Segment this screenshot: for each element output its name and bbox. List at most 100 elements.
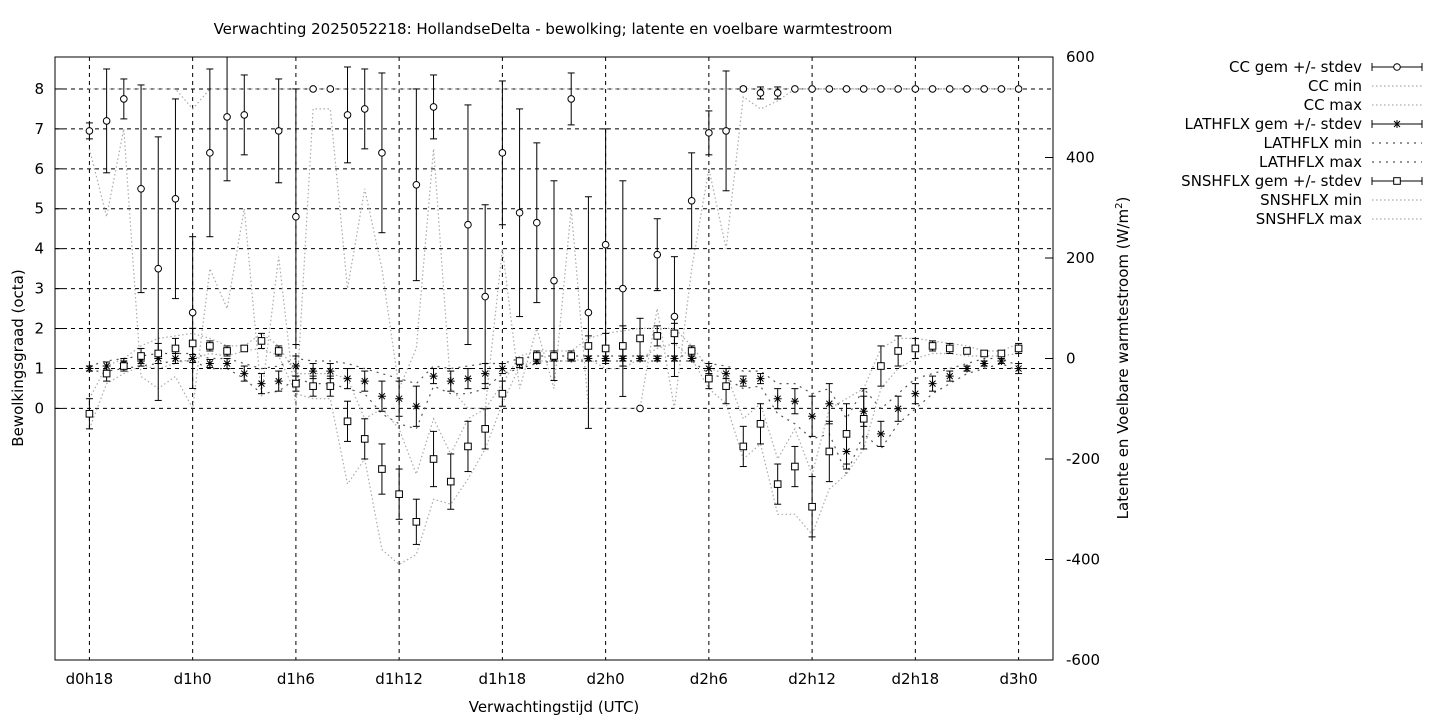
y2-tick-label: -600: [1066, 651, 1100, 669]
data-point: [722, 382, 730, 390]
data-point: [412, 180, 421, 189]
data-point: [429, 455, 438, 463]
data-point: [670, 354, 679, 363]
data-point: [859, 415, 868, 423]
data-point: [963, 85, 971, 93]
series-cc: [85, 56, 1023, 429]
data-point: [619, 284, 627, 293]
data-point: [463, 374, 472, 383]
data-point: [223, 113, 231, 121]
y-tick-label: 3: [34, 280, 44, 298]
data-point: [997, 349, 1006, 358]
data-point: [395, 490, 403, 498]
data-point: [1014, 85, 1023, 93]
y2-axis-label-close: ): [1114, 197, 1132, 203]
legend-label: CC gem +/- stdev: [1229, 58, 1362, 76]
data-point: [877, 362, 885, 370]
y-tick-label: 7: [34, 120, 44, 138]
data-point: [825, 399, 834, 408]
data-point: [859, 85, 868, 93]
data-point: [498, 149, 507, 157]
data-point: [85, 364, 94, 373]
data-point: [808, 502, 816, 511]
data-point: [653, 354, 662, 363]
legend-label: LATHFLX max: [1259, 153, 1362, 171]
data-point: [326, 367, 335, 376]
data-point: [343, 374, 352, 383]
data-point: [842, 85, 851, 93]
data-point: [532, 352, 541, 360]
legend-label: SNSHFLX min: [1260, 191, 1362, 209]
data-point: [894, 85, 902, 93]
data-point: [154, 349, 163, 358]
data-point: [257, 337, 266, 345]
data-point: [550, 352, 558, 360]
data-point: [791, 85, 799, 93]
data-point: [205, 359, 214, 368]
series-line-cc-min: [88, 88, 1019, 411]
data-point: [911, 389, 920, 398]
y-tick-label: 2: [34, 320, 44, 338]
data-point: [773, 89, 782, 97]
data-point: [188, 339, 197, 348]
data-point: [911, 85, 920, 93]
data-point: [102, 369, 111, 378]
data-point: [1014, 344, 1023, 353]
data-point: [85, 127, 94, 135]
x-tick-label: d1h0: [174, 670, 212, 688]
data-point: [85, 409, 94, 418]
data-point: [223, 347, 231, 355]
data-point: [291, 362, 300, 371]
y-tick-label: 0: [34, 399, 44, 417]
data-point: [962, 364, 971, 373]
y2-axis-label: Latente en Voelbare warmtestroom (W/m2): [1114, 197, 1132, 520]
y-tick-label: 4: [34, 240, 44, 258]
data-point: [498, 389, 507, 398]
data-point: [464, 442, 472, 451]
legend-label: CC max: [1304, 96, 1363, 114]
data-point: [894, 404, 903, 413]
y2-tick-label: 200: [1066, 249, 1095, 267]
data-point: [429, 372, 438, 381]
x-tick-label: d2h6: [690, 670, 728, 688]
x-tick-label: d2h0: [587, 670, 625, 688]
data-point: [274, 377, 283, 386]
data-point: [705, 129, 713, 137]
data-point: [102, 117, 111, 125]
data-point: [567, 95, 576, 103]
data-point: [412, 518, 421, 526]
legend-marker: [1393, 63, 1401, 71]
data-point: [377, 392, 386, 401]
data-point: [980, 349, 988, 358]
data-point: [309, 382, 317, 390]
data-point: [928, 85, 937, 93]
data-point: [137, 352, 145, 360]
data-point: [326, 382, 335, 390]
data-point: [481, 369, 490, 378]
data-point: [429, 103, 438, 111]
data-point: [223, 359, 232, 368]
y2-tick-label: 400: [1066, 149, 1095, 167]
data-point: [481, 425, 489, 433]
data-point: [825, 447, 834, 456]
data-point: [928, 379, 937, 388]
data-point: [481, 292, 489, 301]
x-tick-label: d3h0: [1000, 670, 1038, 688]
data-point: [670, 329, 679, 338]
legend-label: SNSHFLX gem +/- stdev: [1181, 172, 1362, 190]
data-point: [378, 149, 386, 157]
x-tick-label: d1h12: [375, 670, 423, 688]
data-point: [360, 105, 369, 113]
data-point: [722, 127, 730, 135]
data-point: [963, 347, 971, 355]
y-tick-label: 8: [34, 80, 44, 98]
x-tick-label: d1h18: [479, 670, 527, 688]
data-point: [395, 394, 404, 403]
y2-tick-label: -200: [1066, 450, 1100, 468]
data-point: [997, 85, 1006, 93]
data-point: [550, 276, 558, 285]
data-point: [687, 354, 696, 363]
data-point: [739, 85, 748, 93]
data-point: [309, 85, 317, 93]
data-point: [928, 342, 937, 350]
